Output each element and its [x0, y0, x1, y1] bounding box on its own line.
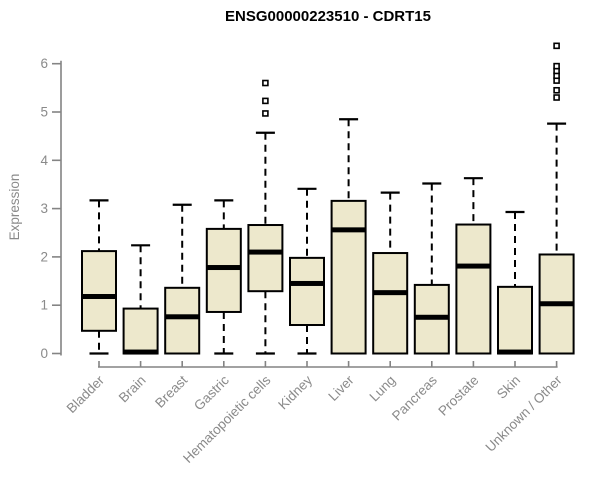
median-line: [456, 263, 491, 269]
outlier-point: [262, 79, 269, 87]
iqr-box: [122, 307, 159, 355]
y-axis-label: Expression: [7, 174, 22, 241]
box-brain: [122, 244, 159, 355]
box-gastric: [205, 199, 242, 355]
x-tick-label: Lung: [366, 373, 398, 405]
box-skin: [497, 210, 533, 355]
x-tick-label: Pancreas: [389, 372, 440, 423]
outlier-point: [553, 94, 560, 101]
x-tick-label: Prostate: [435, 373, 481, 419]
median-line: [373, 290, 408, 296]
median-line: [539, 301, 574, 307]
y-tick-label: 3: [40, 201, 48, 216]
iqr-box: [497, 285, 533, 355]
median-line: [414, 314, 449, 320]
y-tick-label: 5: [40, 105, 48, 120]
outlier-point: [553, 42, 560, 50]
box-pancreas: [413, 182, 450, 355]
x-tick-label: Skin: [494, 373, 523, 402]
x-tick-label: Gastric: [191, 372, 232, 413]
iqr-box: [330, 199, 367, 355]
iqr-box: [289, 256, 325, 327]
iqr-box: [164, 286, 201, 355]
median-line: [331, 227, 366, 233]
median-line: [82, 294, 116, 300]
outlier-point: [262, 110, 269, 117]
outlier-point: [553, 62, 560, 70]
chart-title: ENSG00000223510 - CDRT15: [225, 8, 431, 25]
box-liver: [330, 118, 367, 355]
iqr-box: [247, 224, 284, 293]
y-tick-label: 0: [40, 346, 48, 361]
y-axis: 0 1 2 3 4 5 6: [40, 56, 62, 361]
box-unknown-other: [538, 42, 575, 355]
y-tick-label: 1: [40, 298, 48, 313]
median-line: [248, 249, 283, 255]
outlier-point: [262, 97, 269, 105]
x-tick-label: Breast: [152, 372, 190, 410]
y-tick-label: 2: [40, 249, 48, 264]
box-bladder: [81, 199, 117, 355]
outlier-point: [553, 86, 560, 94]
box-hematopoietic-cells: [247, 79, 284, 355]
x-tick-label: Brain: [116, 373, 149, 406]
y-tick-label: 6: [40, 56, 48, 71]
iqr-box: [372, 252, 409, 355]
box-lung: [372, 191, 409, 355]
x-tick-label: Unknown / Other: [482, 372, 565, 455]
x-tick-label: Kidney: [275, 372, 315, 412]
box-kidney: [289, 187, 325, 355]
median-line: [498, 349, 532, 355]
iqr-box: [455, 223, 492, 355]
x-tick-label: Bladder: [64, 372, 108, 416]
median-line: [290, 280, 324, 286]
iqr-box: [205, 227, 242, 313]
x-tick-label: Liver: [325, 372, 357, 404]
median-line: [206, 265, 241, 271]
plot-area: 0 1 2 3 4 5 6 Bladder Brain Breast GastricHematopo…: [40, 42, 575, 466]
box-prostate: [455, 177, 492, 355]
median-line: [165, 314, 200, 320]
box-breast: [164, 203, 201, 355]
y-tick-label: 4: [40, 153, 48, 168]
median-line: [123, 349, 158, 355]
iqr-box: [81, 250, 117, 332]
